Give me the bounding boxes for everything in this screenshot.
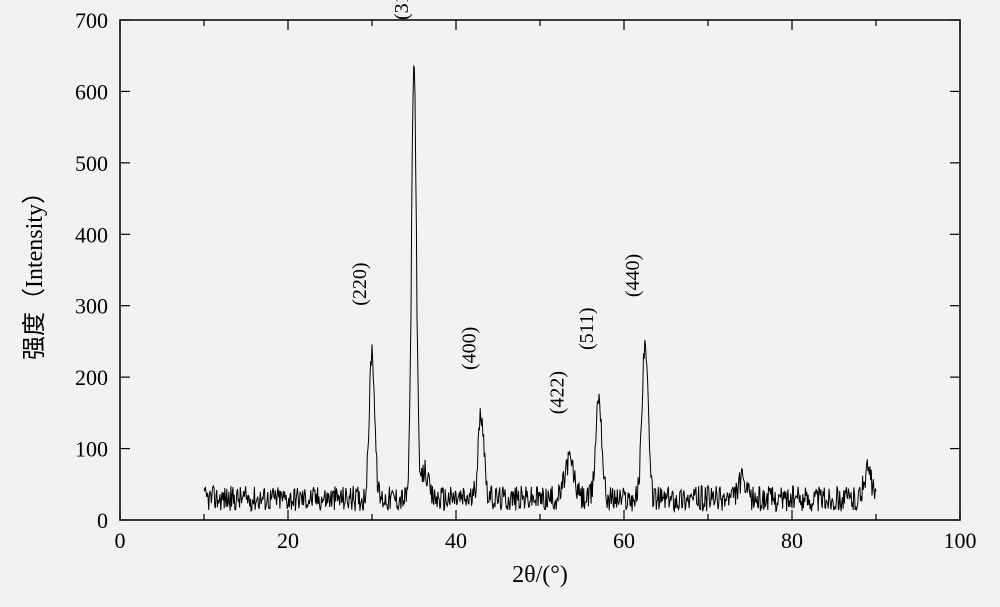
y-tick-label: 0	[97, 508, 108, 533]
xrd-trace	[204, 66, 876, 511]
peak-label: (422)	[547, 371, 569, 414]
x-tick-label: 100	[944, 528, 977, 553]
y-tick-label: 400	[75, 222, 108, 247]
peak-label: (511)	[576, 307, 598, 350]
x-tick-label: 60	[613, 528, 635, 553]
x-tick-label: 80	[781, 528, 803, 553]
y-tick-label: 200	[75, 365, 108, 390]
y-tick-label: 600	[75, 79, 108, 104]
peak-label: (400)	[458, 327, 480, 370]
x-tick-label: 0	[115, 528, 126, 553]
peak-label: (440)	[622, 254, 644, 297]
x-tick-label: 20	[277, 528, 299, 553]
y-tick-label: 700	[75, 8, 108, 33]
peak-label: (311)	[391, 0, 413, 20]
y-tick-label: 500	[75, 151, 108, 176]
y-axis-label: 强度（Intensity）	[21, 180, 48, 360]
x-axis-label: 2θ/(°)	[512, 562, 568, 588]
chart-svg: 0 20 40 60 80 100 2θ/(°) 0 100 200 300 400 500 600 700…	[0, 0, 1000, 607]
x-tick-label: 40	[445, 528, 467, 553]
xrd-chart: 0 20 40 60 80 100 2θ/(°) 0 100 200 300 400 500 600 700…	[0, 0, 1000, 607]
y-tick-label: 300	[75, 294, 108, 319]
y-tick-label: 100	[75, 437, 108, 462]
peak-label: (220)	[349, 262, 371, 305]
